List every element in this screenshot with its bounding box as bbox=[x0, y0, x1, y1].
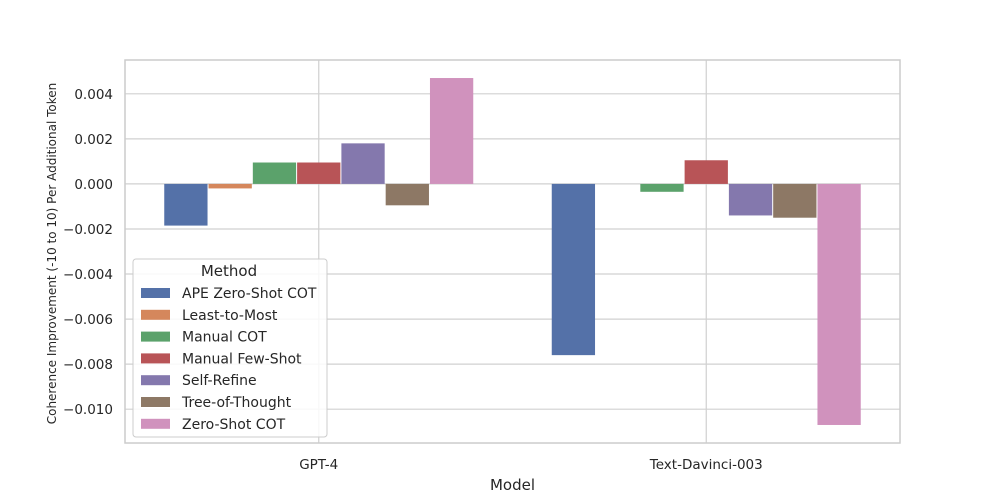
bar-manual-few-shot bbox=[297, 162, 341, 184]
x-axis-label: Model bbox=[490, 476, 535, 494]
bar-manual-few-shot bbox=[684, 160, 728, 184]
legend-box bbox=[132, 258, 328, 438]
bar-ape-zero-shot-cot bbox=[551, 183, 596, 356]
legend-label: Least-to-Most bbox=[182, 308, 278, 324]
y-tick-label: 0.002 bbox=[74, 132, 113, 148]
y-tick-label: 0.004 bbox=[74, 87, 113, 103]
y-ticks: 0.004 0.002 0.000 −0.002 −0.004 −0.006 −0.008 −… bbox=[63, 87, 113, 418]
y-tick-label: −0.006 bbox=[63, 312, 113, 328]
legend-label: Manual Few-Shot bbox=[182, 351, 302, 367]
legend-swatch bbox=[141, 309, 170, 320]
bar-least-to-most bbox=[208, 183, 252, 189]
legend-label: Zero-Shot COT bbox=[182, 417, 286, 433]
legend-items: APE Zero-Shot COT Least-to-Most Manual COT… bbox=[141, 286, 317, 433]
legend-swatch bbox=[141, 331, 170, 342]
bar-self-refine bbox=[341, 143, 385, 184]
x-tick-label: Text-Davinci-003 bbox=[649, 457, 763, 473]
bar-ape-zero-shot-cot bbox=[164, 183, 208, 226]
x-ticks: GPT-4 Text-Davinci-003 bbox=[299, 457, 763, 473]
bar-manual-cot bbox=[252, 162, 297, 184]
y-tick-label: −0.008 bbox=[63, 357, 113, 373]
legend: Method APE Zero-Shot COT Least-to-Most Man… bbox=[132, 258, 328, 438]
bar-tree-of-thought bbox=[385, 183, 429, 206]
bar-self-refine bbox=[728, 183, 773, 216]
plot-frame bbox=[124, 59, 901, 444]
legend-swatch bbox=[141, 418, 170, 429]
legend-label: APE Zero-Shot COT bbox=[182, 286, 317, 302]
legend-title: Method bbox=[201, 262, 257, 280]
x-tick-label: GPT-4 bbox=[299, 457, 338, 473]
legend-swatch bbox=[141, 353, 170, 364]
y-tick-label: −0.004 bbox=[63, 267, 113, 283]
legend-swatch bbox=[141, 397, 170, 407]
legend-swatch bbox=[141, 288, 170, 298]
bar-zero-shot-cot bbox=[429, 78, 474, 184]
bar-manual-cot bbox=[640, 183, 684, 192]
bars bbox=[164, 78, 861, 425]
y-tick-label: −0.002 bbox=[63, 222, 113, 238]
y-axis-label: Coherence Improvement (-10 to 10) Per Ad… bbox=[45, 83, 59, 425]
bar-zero-shot-cot bbox=[817, 183, 861, 425]
y-tick-label: −0.010 bbox=[63, 402, 113, 418]
bar-tree-of-thought bbox=[773, 183, 817, 218]
legend-label: Self-Refine bbox=[182, 373, 257, 389]
legend-label: Manual COT bbox=[182, 330, 267, 346]
legend-label: Tree-of-Thought bbox=[181, 395, 292, 411]
y-tick-label: 0.000 bbox=[74, 177, 113, 193]
legend-swatch bbox=[141, 375, 170, 386]
